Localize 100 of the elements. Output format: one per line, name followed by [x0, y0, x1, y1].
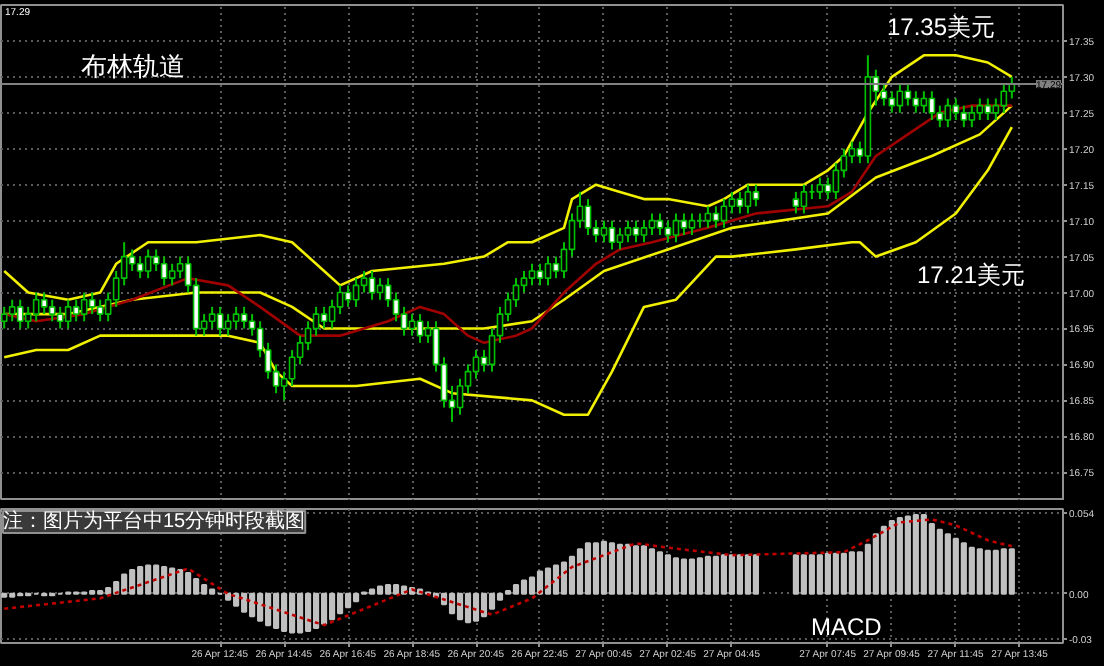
candlestick: [40, 291, 48, 316]
candlestick: [632, 219, 640, 244]
bar: [273, 592, 280, 630]
annotation: 17.21美元: [917, 261, 1026, 289]
bar: [177, 569, 184, 595]
bar: [576, 548, 584, 595]
candlestick: [456, 377, 464, 416]
candlestick: [536, 262, 544, 287]
candlestick: [528, 262, 536, 287]
candlestick: [8, 298, 16, 323]
bar: [153, 564, 160, 595]
bar: [712, 555, 720, 595]
candlestick: [168, 262, 176, 287]
bar: [344, 592, 352, 609]
bar: [600, 540, 608, 595]
bar: [161, 566, 168, 595]
bar: [225, 592, 232, 601]
candlestick: [136, 255, 144, 280]
bar: [336, 592, 344, 615]
candlestick: [360, 269, 368, 294]
annotation: 17.35美元: [887, 13, 996, 41]
bar: [664, 554, 672, 595]
bar: [584, 542, 592, 595]
candlestick: [144, 248, 152, 280]
candlestick: [240, 305, 248, 330]
candlestick: [392, 291, 400, 323]
bar: [313, 592, 320, 630]
bar: [392, 583, 400, 595]
candlestick: [472, 349, 480, 380]
bar: [720, 554, 728, 595]
bar: [608, 542, 616, 595]
bar: [321, 592, 328, 625]
candlestick: [384, 277, 392, 308]
candlestick: [224, 313, 232, 337]
candlestick: [624, 219, 632, 244]
candlestick: [32, 291, 40, 323]
bar: [552, 564, 560, 595]
bar: [233, 592, 240, 607]
candlestick: [64, 298, 72, 330]
candlestick: [720, 198, 728, 229]
bar: [368, 588, 376, 595]
bar: [520, 579, 528, 595]
bar: [289, 592, 296, 634]
candlestick: [56, 305, 64, 330]
bar: [648, 548, 656, 595]
bar: [384, 583, 392, 595]
candlestick: [304, 320, 312, 352]
candlestick: [648, 212, 656, 237]
candlestick: [48, 298, 56, 323]
bar: [568, 555, 576, 595]
candlestick: [400, 305, 408, 337]
bar: [145, 564, 152, 595]
annotation: 布林轨道: [81, 51, 185, 81]
candlestick: [160, 255, 168, 287]
candlestick: [584, 198, 592, 237]
candlestick: [16, 298, 24, 330]
candlestick: [520, 269, 528, 294]
bar: [281, 592, 288, 633]
bar: [265, 592, 272, 627]
bar: [169, 567, 176, 595]
bar: [257, 592, 264, 622]
bar: [752, 554, 759, 595]
bar: [592, 542, 600, 595]
bar: [624, 543, 632, 595]
bar: [640, 545, 648, 595]
candlestick: [288, 349, 296, 387]
candlestick: [216, 305, 224, 337]
candlestick: [328, 298, 336, 330]
annotation: 注：图片为平台中15分钟时段截图: [3, 509, 306, 533]
candlestick: [664, 219, 672, 244]
candlestick: [320, 305, 328, 330]
candlestick: [656, 212, 664, 237]
candlestick: [344, 284, 352, 308]
bar: [488, 592, 496, 610]
bar: [680, 558, 688, 595]
bar: [480, 592, 488, 618]
candlestick: [752, 183, 760, 208]
bar: [728, 554, 735, 595]
bar: [105, 586, 112, 595]
candlestick: [416, 313, 424, 344]
bar: [656, 551, 664, 595]
candlestick: [80, 291, 88, 323]
candlestick: [736, 190, 744, 215]
candlestick: [336, 284, 344, 316]
bar: [528, 576, 536, 595]
bar: [472, 592, 480, 622]
bar: [696, 557, 704, 595]
candlestick: [232, 305, 240, 330]
candlestick: [88, 291, 96, 316]
candlestick: [672, 212, 680, 244]
bar: [632, 545, 640, 595]
bar: [329, 592, 336, 621]
candlestick: [208, 305, 216, 330]
candlestick: [512, 277, 520, 308]
candlestick: [352, 277, 360, 308]
bar: [305, 592, 312, 633]
bar: [297, 592, 304, 634]
bar: [209, 588, 216, 595]
bar: [464, 592, 472, 624]
annotation: MACD: [811, 613, 883, 641]
